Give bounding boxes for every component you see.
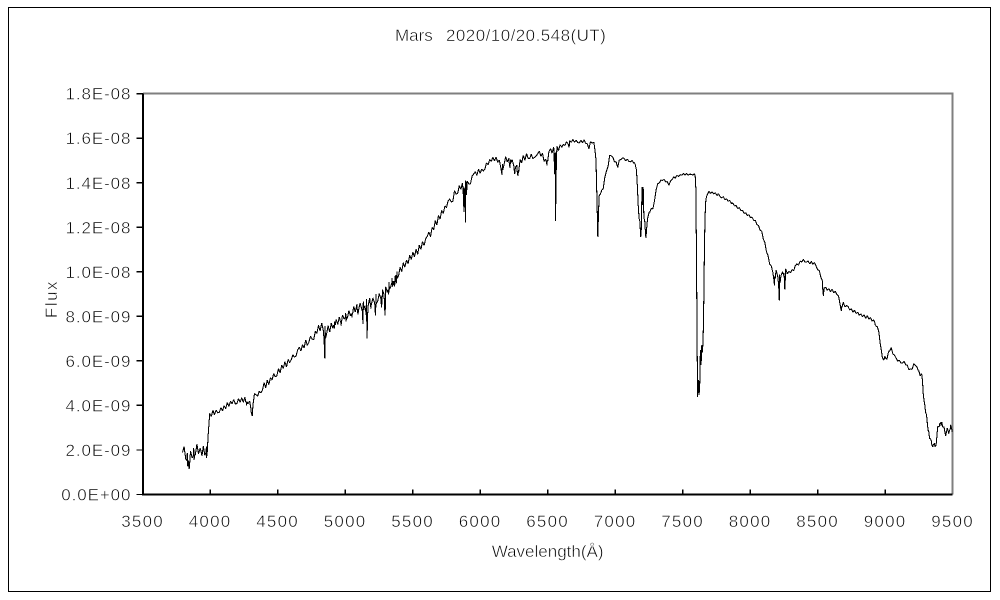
svg-text:4.0E-09: 4.0E-09 [66,397,132,416]
svg-text:4500: 4500 [256,512,299,531]
svg-text:Flux: Flux [42,280,61,318]
svg-text:2.0E-09: 2.0E-09 [66,441,132,460]
svg-text:5500: 5500 [391,512,434,531]
svg-text:8.0E-09: 8.0E-09 [66,307,132,326]
svg-text:Mars: Mars [395,26,433,45]
svg-text:9000: 9000 [864,512,907,531]
svg-text:1.6E-08: 1.6E-08 [66,129,132,148]
svg-text:0.0E+00: 0.0E+00 [61,486,131,505]
svg-text:8000: 8000 [729,512,772,531]
svg-text:2020/10/20.548(UT): 2020/10/20.548(UT) [446,26,606,45]
svg-text:1.2E-08: 1.2E-08 [66,218,132,237]
svg-text:6500: 6500 [526,512,569,531]
svg-text:7500: 7500 [661,512,704,531]
svg-text:6000: 6000 [459,512,502,531]
svg-text:9500: 9500 [931,512,974,531]
svg-text:1.0E-08: 1.0E-08 [66,263,132,282]
svg-text:3500: 3500 [121,512,164,531]
svg-text:1.4E-08: 1.4E-08 [66,174,132,193]
svg-text:5000: 5000 [324,512,367,531]
svg-text:Wavelength(Å): Wavelength(Å) [492,542,604,561]
svg-text:1.8E-08: 1.8E-08 [66,85,132,104]
svg-text:6.0E-09: 6.0E-09 [66,352,132,371]
svg-text:8500: 8500 [796,512,839,531]
svg-text:4000: 4000 [189,512,232,531]
svg-text:7000: 7000 [594,512,637,531]
